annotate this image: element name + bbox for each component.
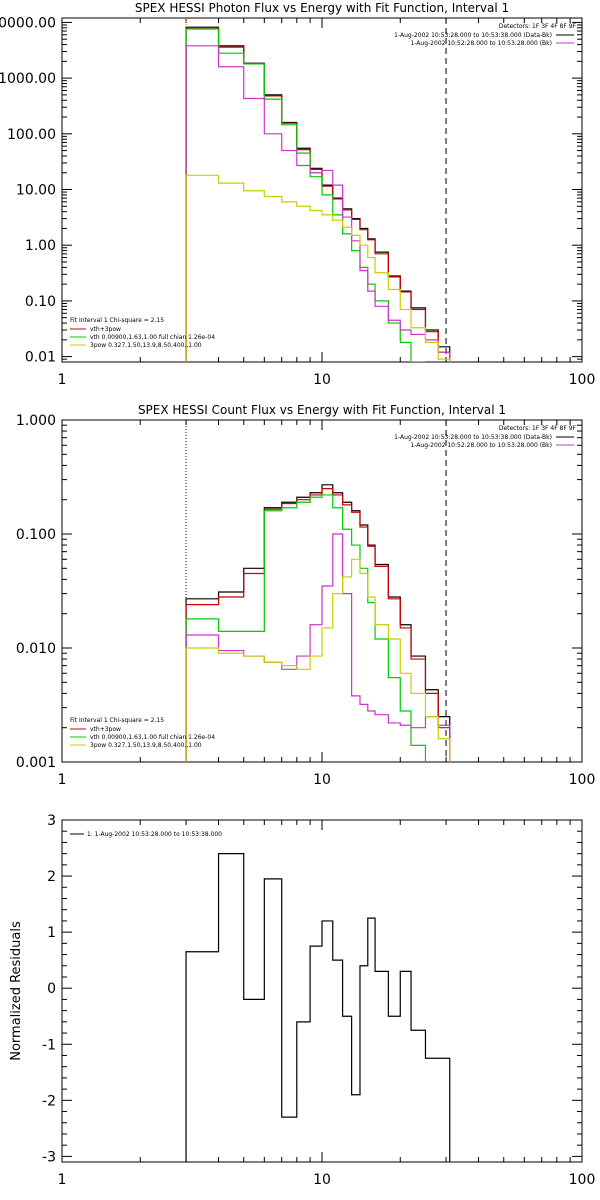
y-tick-label: 0.001: [16, 755, 56, 771]
y-tick-label: 0.010: [16, 641, 56, 657]
x-tick-label: 10: [313, 372, 331, 388]
legend-top-entry: 1-Aug-2002 10:53:28.000 to 10:53:38.000 …: [394, 434, 552, 441]
data-series-5: [185, 558, 451, 762]
y-tick-label: 10000.00: [0, 15, 56, 31]
fit-legend-entry: vth 0.00900,1.63,1.00 full chian 1.26e-0…: [90, 734, 215, 741]
plot-frame: [61, 819, 583, 1163]
data-series-5: [185, 174, 451, 362]
fit-legend-entry: vth 0.00900,1.63,1.00 full chian 1.26e-0…: [90, 334, 215, 341]
legend-entry: 1. 1-Aug-2002 10:53:28.000 to 10:53:38.0…: [87, 831, 222, 838]
fit-legend-entry: vth+3pow: [90, 726, 121, 733]
x-tick-label: 100: [569, 1172, 596, 1188]
y-tick-label: 1.000: [16, 413, 56, 429]
data-series-1: [185, 26, 451, 362]
x-tick-label: 1: [58, 772, 67, 788]
data-series-1: [185, 484, 451, 762]
x-tick-label: 100: [569, 372, 596, 388]
y-tick-label: 10.00: [16, 183, 56, 199]
y-tick-label: 0: [47, 981, 56, 997]
fit-legend-entry: 3pow 0.327,1.50,13.9,8.50,400.,1.00: [90, 342, 202, 349]
data-series-4: [185, 533, 451, 762]
data-series-4: [185, 45, 451, 362]
legend-top-entry: 1-Aug-2002 10:52:28.000 to 10:53:28.000 …: [410, 40, 552, 47]
x-tick-label: 1: [58, 1172, 67, 1188]
y-tick-label: 0.100: [16, 527, 56, 543]
chart-title: SPEX HESSI Count Flux vs Energy with Fit…: [138, 403, 506, 417]
detectors-note: Detectors: 1F 3F 4F 8F 9F: [499, 425, 577, 432]
fit-legend-entry: 3pow 0.327,1.50,13.9,8.50,400.,1.00: [90, 742, 202, 749]
y-tick-label: 1000.00: [0, 71, 56, 87]
data-series-2: [185, 27, 451, 362]
fit-heading: Fit Interval 1 Chi-square = 2.15: [70, 717, 164, 724]
y-tick-label: 0.01: [25, 350, 56, 366]
y-tick-label: -1: [42, 1037, 56, 1053]
data-series-1: [185, 853, 451, 1162]
chart-panel-1: SPEX HESSI Photon Flux vs Energy with Fi…: [0, 1, 595, 388]
y-tick-label: 100.00: [7, 127, 56, 143]
detectors-note: Detectors: 1F 3F 4F 8F 9F: [499, 23, 577, 30]
y-tick-label: 3: [47, 813, 56, 829]
fit-legend-entry: vth+3pow: [90, 326, 121, 333]
x-tick-label: 1: [58, 372, 67, 388]
chart-title: SPEX HESSI Photon Flux vs Energy with Fi…: [135, 1, 509, 15]
y-tick-label: 1.00: [25, 238, 56, 254]
data-series-3: [185, 28, 426, 362]
legend-top-entry: 1-Aug-2002 10:52:28.000 to 10:53:28.000 …: [410, 442, 552, 449]
chart-panel-2: SPEX HESSI Count Flux vs Energy with Fit…: [16, 403, 595, 788]
legend-top-entry: 1-Aug-2002 10:53:28.000 to 10:53:38.000 …: [394, 32, 552, 39]
x-tick-label: 10: [313, 772, 331, 788]
y-tick-label: 2: [47, 869, 56, 885]
y-tick-label: -2: [42, 1093, 56, 1109]
y-tick-label: 0.10: [25, 294, 56, 310]
y-tick-label: 1: [47, 925, 56, 941]
y-axis-label: Normalized Residuals: [9, 921, 24, 1061]
y-tick-label: -3: [42, 1149, 56, 1165]
fit-heading: Fit Interval 1 Chi-square = 2.15: [70, 317, 164, 324]
data-series-3: [185, 494, 427, 762]
x-tick-label: 10: [313, 1172, 331, 1188]
x-tick-label: 100: [569, 772, 596, 788]
